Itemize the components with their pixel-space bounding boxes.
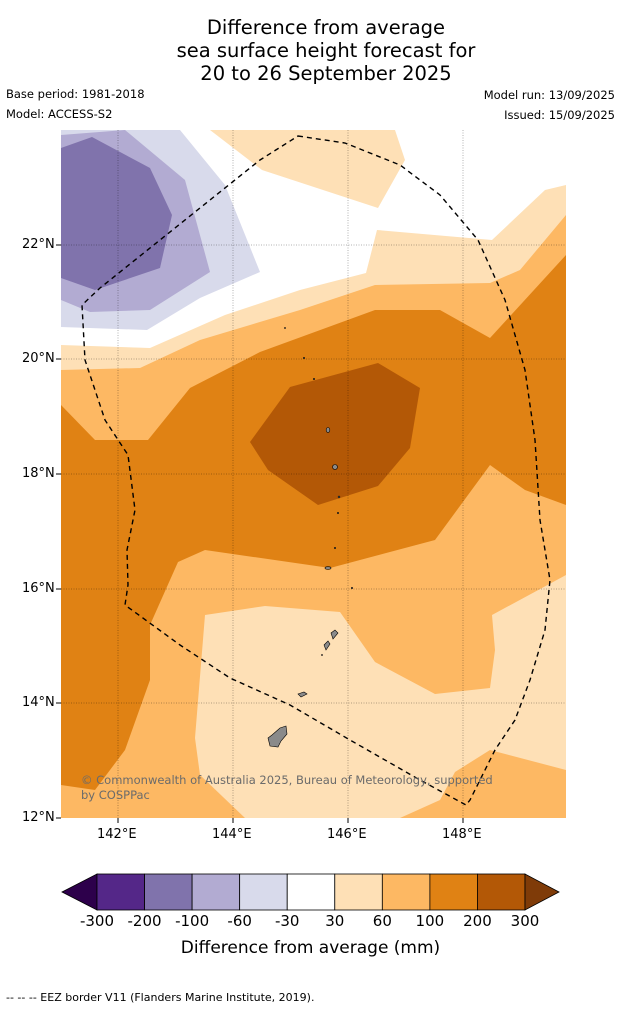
copyright-line-1: © Commonwealth of Australia 2025, Bureau… [81, 773, 493, 787]
colorbar-tick-label: 30 [325, 912, 345, 930]
colorbar-tick-label: 60 [372, 912, 392, 930]
island-farallon [350, 586, 353, 589]
island-maug [302, 356, 305, 359]
colorbar-arrow-left [61, 873, 98, 911]
island-guguan [336, 511, 339, 514]
island-aguijan [321, 654, 323, 656]
colorbar-cell [477, 873, 526, 911]
island-saipan [330, 629, 339, 640]
island-pagan [332, 464, 338, 470]
colorbar-tick-label: -200 [127, 912, 162, 930]
colorbar-tick-label: 200 [463, 912, 492, 930]
axis-ticks [56, 244, 464, 823]
eez-border [81, 135, 551, 806]
colorbar-cell [286, 873, 336, 911]
colorbar-tick-label: -60 [227, 912, 252, 930]
island-asuncion [312, 377, 315, 380]
contour-fields [61, 130, 566, 818]
copyright-line-2: by COSPPac [81, 788, 150, 802]
lon-label-142e: 142°E [97, 827, 137, 842]
island-guam [267, 725, 288, 748]
copyright-notice: © Commonwealth of Australia 2025, Bureau… [81, 773, 493, 803]
island-sarigan [333, 546, 336, 549]
colorbar-arrow-right [524, 873, 560, 911]
colorbar-cell [144, 873, 193, 911]
colorbar-cell [429, 873, 478, 911]
colorbar-cell [191, 873, 241, 911]
colorbar-cell [381, 873, 431, 911]
colorbar-title: Difference from average (mm) [180, 938, 441, 958]
title-line-1: Difference from average [206, 16, 446, 39]
colorbar-tick-label: 100 [415, 912, 445, 930]
contour-minus-100 [61, 137, 172, 290]
island-uracas [284, 327, 286, 329]
title-line-2: sea surface height forecast for [176, 39, 476, 62]
lon-label-144e: 144°E [212, 827, 252, 842]
model-name: Model: ACCESS-S2 [6, 107, 113, 121]
lat-label-18n: 18°N [22, 466, 55, 481]
base-period: Base period: 1981-2018 [6, 87, 145, 101]
colorbar-tick-label: 300 [510, 912, 540, 930]
colorbar-cell [334, 873, 383, 911]
colorbar-cell [239, 873, 288, 911]
map-title: Difference from average sea surface heig… [0, 16, 621, 85]
island-agrihan [325, 427, 331, 433]
colorbar-cell [96, 873, 145, 911]
lat-label-20n: 20°N [22, 351, 55, 366]
island-rota [297, 691, 308, 698]
island-anatahan [324, 566, 332, 570]
contour-south-30-60 [195, 575, 566, 818]
contour-100-200 [61, 255, 566, 790]
lat-label-12n: 12°N [22, 810, 55, 825]
contour-200-300 [250, 363, 420, 505]
gridlines [61, 130, 566, 818]
eez-legend-note: -- -- -- EEZ border V11 (Flanders Marine… [6, 991, 315, 1004]
lon-label-146e: 146°E [327, 827, 367, 842]
colorbar-tick-label: -100 [175, 912, 210, 930]
colorbar-tick-label: -300 [79, 912, 115, 930]
lon-label-148e: 148°E [442, 827, 482, 842]
model-run: Model run: 13/09/2025 [483, 88, 615, 102]
lat-label-14n: 14°N [22, 695, 55, 710]
island-alamagan [337, 495, 341, 499]
islands [267, 327, 353, 748]
colorbar [61, 873, 560, 911]
issued-date: Issued: 15/09/2025 [504, 108, 615, 122]
lat-label-16n: 16°N [22, 581, 55, 596]
island-tinian [323, 640, 331, 651]
colorbar-tick-label: -30 [274, 912, 300, 930]
lat-label-22n: 22°N [22, 237, 55, 252]
title-line-3: 20 to 26 September 2025 [200, 62, 452, 85]
